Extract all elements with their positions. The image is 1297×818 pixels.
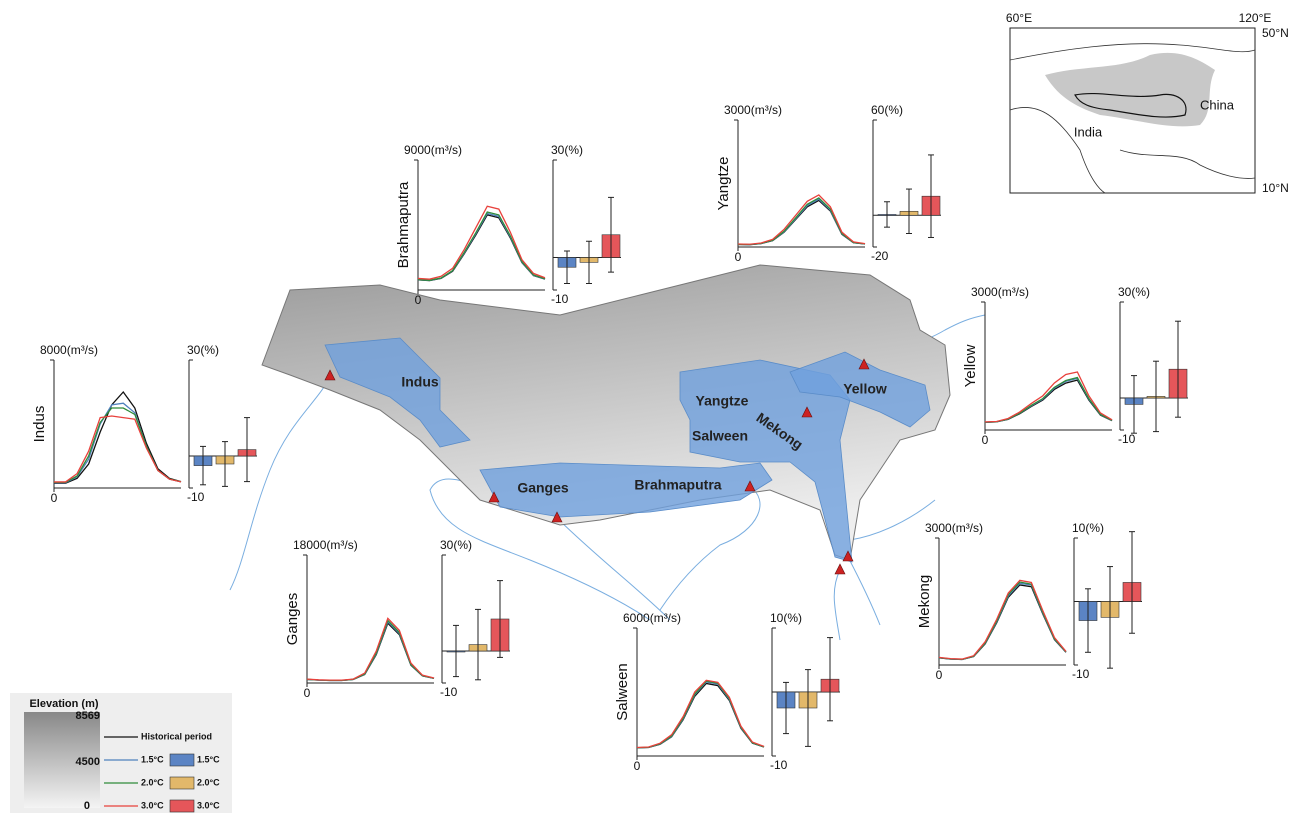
inset-lon: 60°E [1006, 11, 1032, 25]
legend-swatch [170, 754, 194, 766]
x-tick-label: 0 [415, 293, 422, 307]
line [307, 623, 434, 680]
chart-title: Ganges [284, 593, 301, 646]
x-tick-label: 0 [51, 491, 58, 505]
y-tick-label: -10 [187, 490, 205, 504]
legend-label: 2.0°C [197, 777, 220, 787]
line [418, 206, 545, 279]
y-tick-label: -10 [1072, 667, 1090, 681]
legend: Elevation (m) 8569 4500 0 [10, 693, 232, 813]
y-tick-label: 3000(m³/s) [724, 103, 782, 117]
x-tick-label: 0 [936, 668, 943, 682]
x-tick-label: 0 [634, 759, 641, 773]
inset-lat: 50°N [1262, 26, 1289, 40]
legend-label: 3.0°C [141, 800, 164, 810]
y-tick-label: 3000(m³/s) [925, 521, 983, 535]
chart-title: Mekong [916, 575, 933, 628]
y-tick-label: 8000(m³/s) [40, 343, 98, 357]
line [637, 683, 764, 747]
legend-label: 1.5°C [141, 754, 164, 764]
inset-lon: 120°E [1239, 11, 1272, 25]
line [637, 682, 764, 748]
y-tick-label: 10(%) [1072, 521, 1104, 535]
x-tick-label: 0 [735, 250, 742, 264]
basin-label: Indus [401, 374, 439, 390]
y-tick-label: 18000(m³/s) [293, 538, 358, 552]
x-tick-label: 0 [982, 433, 989, 447]
line [985, 378, 1112, 422]
chart-title: Yangtze [715, 157, 732, 211]
y-tick-label: 30(%) [440, 538, 472, 552]
y-tick-label: 30(%) [187, 343, 219, 357]
legend-swatch [170, 777, 194, 789]
legend-label: 2.0°C [141, 777, 164, 787]
line [939, 580, 1066, 659]
line [738, 200, 865, 244]
line [985, 372, 1112, 422]
inset-map: 60°E 120°E 50°N 10°N India China [1006, 11, 1289, 195]
legend-swatch [170, 800, 194, 812]
y-tick-label: -10 [1118, 432, 1136, 446]
elevation-tick: 0 [84, 800, 90, 812]
y-tick-label: 6000(m³/s) [623, 611, 681, 625]
inset-lat: 10°N [1262, 181, 1289, 195]
page: Indus Ganges Brahmaputra Yangtze Mekong … [0, 0, 1297, 818]
y-tick-label: -10 [440, 685, 458, 699]
line [307, 620, 434, 680]
basin-label: Salween [692, 428, 748, 444]
line [307, 622, 434, 681]
chart-title: Yellow [962, 344, 979, 387]
figure: Indus Ganges Brahmaputra Yangtze Mekong … [0, 0, 1297, 813]
y-tick-label: -20 [871, 249, 889, 263]
line [54, 392, 181, 483]
line [985, 378, 1112, 423]
y-tick-label: -10 [551, 292, 569, 306]
y-tick-label: 30(%) [551, 143, 583, 157]
x-tick-label: 0 [304, 686, 311, 700]
inset-country: China [1200, 97, 1235, 112]
y-tick-label: 60(%) [871, 103, 903, 117]
chart-title: Indus [31, 406, 48, 443]
y-tick-label: 9000(m³/s) [404, 143, 462, 157]
basin-label: Yellow [843, 381, 887, 397]
line [54, 403, 181, 483]
basin-label: Brahmaputra [634, 477, 721, 493]
inset-country: India [1074, 124, 1103, 139]
basin-label: Ganges [517, 480, 569, 496]
line [637, 681, 764, 748]
line [418, 212, 545, 280]
y-tick-label: 3000(m³/s) [971, 285, 1029, 299]
y-tick-label: 30(%) [1118, 285, 1150, 299]
legend-label: Historical period [141, 731, 212, 741]
line [54, 408, 181, 482]
elevation-tick: 8569 [76, 710, 100, 722]
line [307, 618, 434, 680]
y-tick-label: 10(%) [770, 611, 802, 625]
elevation-tick: 4500 [76, 756, 100, 768]
legend-title: Elevation (m) [29, 698, 98, 710]
basin-label: Yangtze [696, 393, 749, 409]
y-tick-label: -10 [770, 758, 788, 772]
chart-title: Salween [614, 663, 631, 721]
chart-title: Brahmaputra [395, 181, 412, 268]
legend-label: 1.5°C [197, 754, 220, 764]
legend-label: 3.0°C [197, 800, 220, 810]
